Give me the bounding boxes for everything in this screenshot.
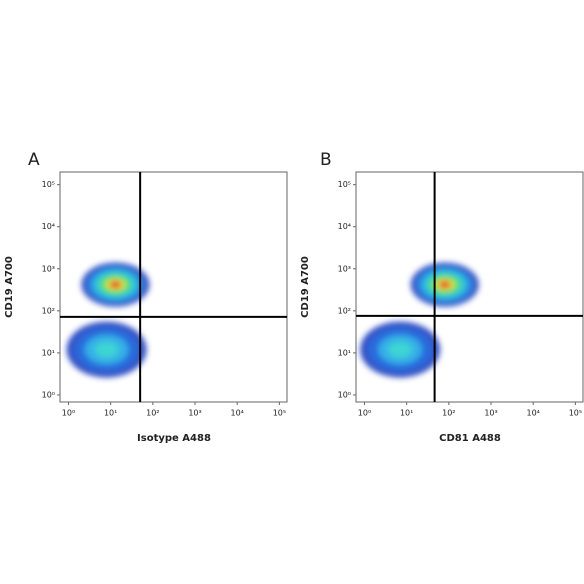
y-tick-label: 10¹	[42, 348, 55, 357]
y-tick-label: 10¹	[338, 348, 351, 357]
y-tick-label: 10⁰	[338, 390, 351, 399]
density-layer	[66, 262, 150, 378]
x-tick-label: 10⁰	[358, 409, 371, 418]
y-tick-label: 10⁵	[42, 180, 55, 189]
y-tick-label: 10⁰	[42, 390, 55, 399]
population-density	[438, 280, 451, 289]
panel-label: B	[320, 150, 332, 170]
density-layer	[360, 262, 479, 378]
y-tick-label: 10⁴	[338, 222, 351, 231]
plot-frame	[59, 171, 288, 403]
y-tick-label: 10²	[42, 306, 55, 315]
x-axis-label: CD81 A488	[439, 433, 501, 444]
population-density	[94, 341, 119, 358]
x-axis-label: Isotype A488	[137, 433, 211, 444]
x-tick-label: 10⁴	[527, 409, 540, 418]
x-tick-label: 10¹	[104, 409, 117, 418]
panel-label: A	[28, 150, 40, 170]
y-tick-label: 10³	[42, 264, 55, 273]
y-tick-label: 10⁴	[42, 222, 55, 231]
x-tick-label: 10³	[188, 409, 201, 418]
x-tick-label: 10²	[442, 409, 455, 418]
y-axis-label: CD19 A700	[300, 256, 311, 318]
y-tick-label: 10²	[338, 306, 351, 315]
population-density	[388, 341, 413, 358]
plot-frame	[355, 171, 584, 403]
y-tick-label: 10⁵	[338, 180, 351, 189]
x-tick-label: 10¹	[400, 409, 413, 418]
x-tick-label: 10⁵	[569, 409, 582, 418]
x-tick-label: 10⁵	[273, 409, 286, 418]
x-tick-label: 10⁴	[231, 409, 244, 418]
x-tick-label: 10³	[484, 409, 497, 418]
x-tick-label: 10²	[146, 409, 159, 418]
y-axis-label: CD19 A700	[4, 256, 15, 318]
population-density	[109, 280, 122, 289]
y-tick-label: 10³	[338, 264, 351, 273]
x-tick-label: 10⁰	[62, 409, 75, 418]
